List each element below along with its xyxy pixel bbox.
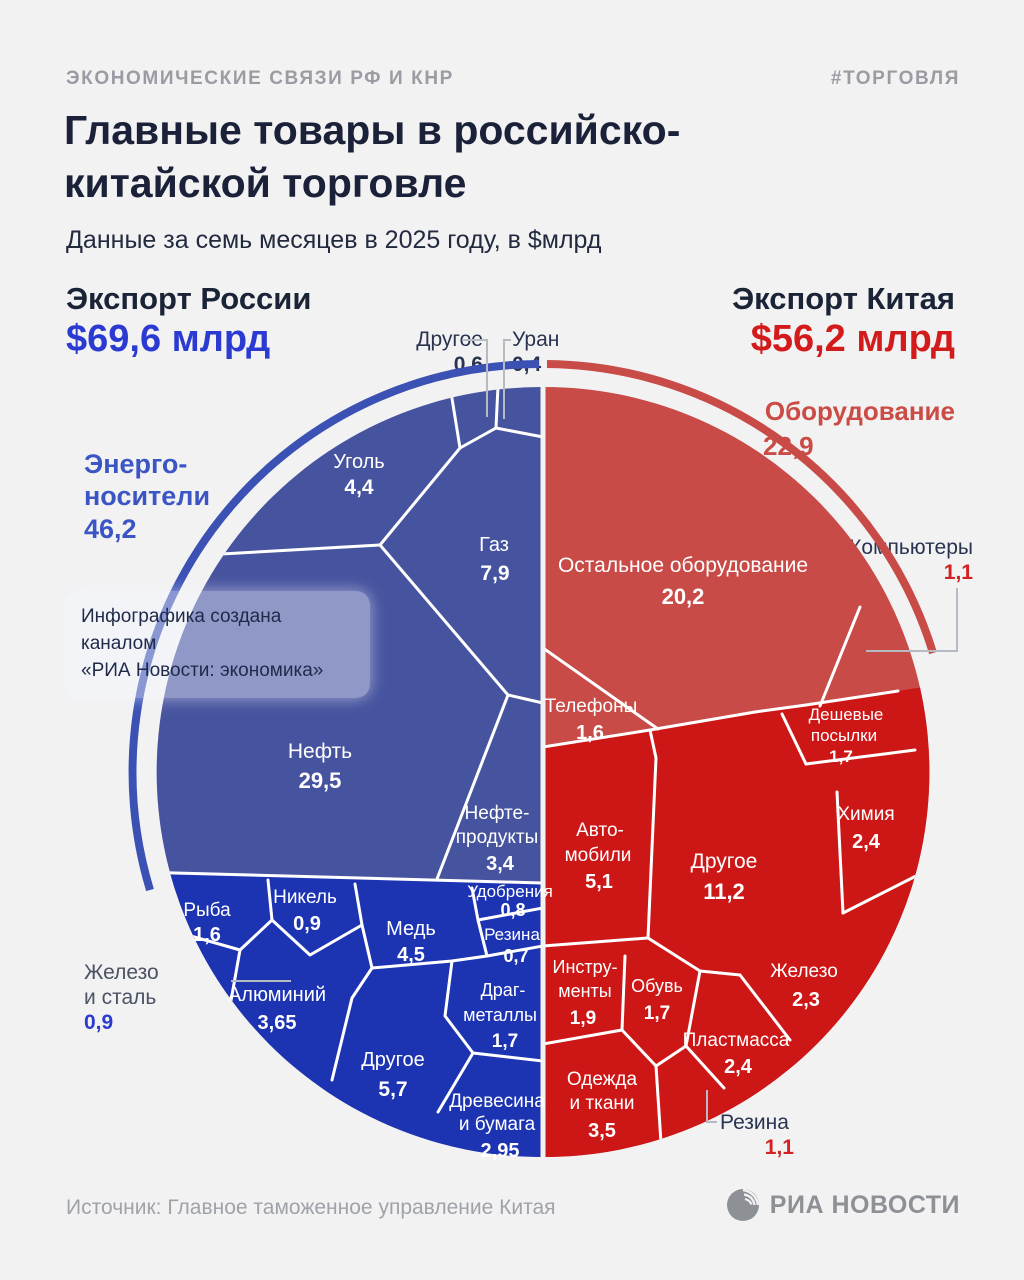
china-total-block: Экспорт Китая $56,2 млрд	[732, 281, 955, 362]
page-kicker: ЭКОНОМИЧЕСКИЕ СВЯЗИ РФ И КНР	[66, 68, 454, 89]
cell-autos-label2: мобили	[565, 845, 632, 866]
cell-phones-label: Телефоны	[545, 696, 637, 717]
cell-gas-label: Газ	[479, 534, 509, 556]
brand-name: РИА НОВОСТИ	[769, 1190, 960, 1219]
cell-cheap-parcels-label1: Дешевые	[809, 705, 884, 724]
callout-rubber-china: Резина 1,1	[720, 1110, 794, 1160]
china-cell-boundaries	[544, 605, 918, 1157]
cell-oil-products-value: 3,4	[486, 853, 515, 875]
cell-rest-equipment-label: Остальное оборудование	[558, 554, 808, 577]
cell-aluminum-value: 3,65	[258, 1012, 297, 1034]
cell-nickel-label: Никель	[273, 887, 337, 908]
cell-autos-label1: Авто-	[576, 820, 624, 841]
callout-iron-steel: Железо и сталь 0,9	[84, 960, 159, 1036]
russia-total-value: $69,6 млрд	[66, 317, 271, 360]
cell-oil-products-label1: Нефте-	[465, 803, 530, 824]
cell-wood-label1: Древесина	[449, 1091, 545, 1112]
callout-iron-steel-line1: Железо	[84, 961, 159, 984]
callout-rubber-china-label: Резина	[720, 1111, 789, 1134]
cell-fish-value: 1,6	[193, 924, 221, 946]
callout-connectors	[231, 339, 958, 1123]
infobox-line1: Инфографика создана каналом	[81, 606, 282, 654]
cell-coal-value: 4,4	[344, 476, 374, 499]
infobox-line2: «РИА Новости: экономика»	[81, 659, 324, 681]
page-subtitle: Данные за семь месяцев в 2025 году, в $м…	[66, 226, 602, 254]
cell-precious-value: 1,7	[492, 1031, 518, 1052]
cell-gas-value: 7,9	[480, 562, 509, 585]
cell-other-cn-label: Другое	[691, 850, 758, 873]
energy-label-value: 46,2	[84, 513, 137, 544]
cell-tools-label2: менты	[558, 981, 612, 1001]
cell-other-ru-value: 5,7	[378, 1078, 407, 1101]
brand-logo: РИА НОВОСТИ	[726, 1188, 960, 1222]
callout-uranium-label: Уран	[512, 328, 560, 351]
cell-other-ru-label: Другое	[361, 1049, 425, 1071]
cell-shoes-label: Обувь	[631, 976, 683, 996]
cell-clothes-label1: Одежда	[567, 1069, 638, 1090]
cell-iron-cn-label: Железо	[770, 961, 838, 982]
outer-arc-equipment	[546, 360, 937, 655]
cell-clothes-label2: и ткани	[570, 1093, 635, 1114]
china-total-value: $56,2 млрд	[750, 317, 955, 360]
cell-shoes-value: 1,7	[644, 1003, 670, 1024]
cell-chemistry-label: Химия	[837, 804, 894, 825]
cell-coal-label: Уголь	[333, 451, 384, 473]
cell-cheap-parcels-label2: посылки	[811, 726, 877, 745]
cell-oil-value: 29,5	[299, 768, 342, 793]
callout-other-energy-label: Другое	[416, 328, 483, 351]
equipment-label-name: Оборудование	[764, 396, 955, 426]
cell-clothes-value: 3,5	[588, 1120, 616, 1142]
russia-total-block: Экспорт России $69,6 млрд	[66, 281, 311, 362]
cell-other-cn-value: 11,2	[703, 879, 745, 904]
cell-plastic-value: 2,4	[724, 1056, 753, 1078]
cell-oil-label: Нефть	[288, 740, 352, 763]
cell-wood-label2: и бумага	[459, 1114, 536, 1135]
cell-copper-value: 4,5	[397, 944, 425, 966]
cell-rubber-ru-value: 0,7	[503, 946, 528, 966]
cell-fertilizers-label: Удобрения	[467, 882, 553, 901]
cell-precious-label2: металлы	[463, 1005, 537, 1025]
cell-cheap-parcels-value: 1,7	[829, 747, 853, 766]
cell-fish-label: Рыба	[183, 900, 231, 921]
cell-fertilizers-value: 0,8	[500, 900, 525, 920]
cell-autos-value: 5,1	[585, 871, 613, 893]
cell-wood-value: 2,95	[481, 1140, 520, 1162]
page-title: Главные товары в российско- китайской то…	[64, 104, 680, 211]
outer-arc-energy	[128, 360, 540, 892]
cell-tools-value: 1,9	[570, 1008, 596, 1029]
cell-phones-value: 1,6	[576, 722, 604, 744]
cell-chemistry-value: 2,4	[852, 831, 881, 853]
cell-rubber-ru-label: Резина	[484, 925, 540, 944]
cell-oil-products-label2: продукты	[456, 827, 538, 848]
callout-iron-steel-line2: и сталь	[84, 986, 157, 1010]
cell-iron-cn-value: 2,3	[792, 989, 820, 1011]
russia-total-title: Экспорт России	[66, 281, 312, 316]
page-title-line2: китайской торговле	[64, 160, 467, 207]
source-note: Источник: Главное таможенное управление …	[66, 1196, 556, 1219]
russia-cell-boundaries	[156, 387, 542, 1114]
hashtag-label: #ТОРГОВЛЯ	[830, 68, 960, 89]
callout-rubber-china-value: 1,1	[764, 1136, 794, 1160]
china-total-title: Экспорт Китая	[732, 281, 955, 316]
page-title-line1: Главные товары в российско-	[64, 107, 681, 153]
ria-globe-icon	[726, 1188, 760, 1221]
energy-label-line1: Энерго-	[84, 449, 188, 479]
cell-plastic-label: Пластмасса	[683, 1030, 790, 1051]
cell-nickel-value: 0,9	[293, 913, 321, 935]
cell-rest-equipment-value: 20,2	[662, 584, 705, 609]
russia-energy-group-label: Энерго- носители 46,2	[84, 448, 210, 545]
infobox: Инфографика создана каналом «РИА Новости…	[64, 591, 370, 698]
cell-tools-label1: Инстру-	[553, 957, 618, 977]
russia-other-region	[156, 873, 542, 1157]
cell-copper-label: Медь	[386, 918, 436, 940]
cell-precious-label1: Драг-	[481, 980, 526, 1000]
cell-aluminum-label: Алюминий	[228, 984, 326, 1006]
callout-computers-value: 1,1	[943, 561, 973, 585]
callout-iron-steel-value: 0,9	[84, 1011, 114, 1035]
energy-label-line2: носители	[84, 481, 211, 512]
